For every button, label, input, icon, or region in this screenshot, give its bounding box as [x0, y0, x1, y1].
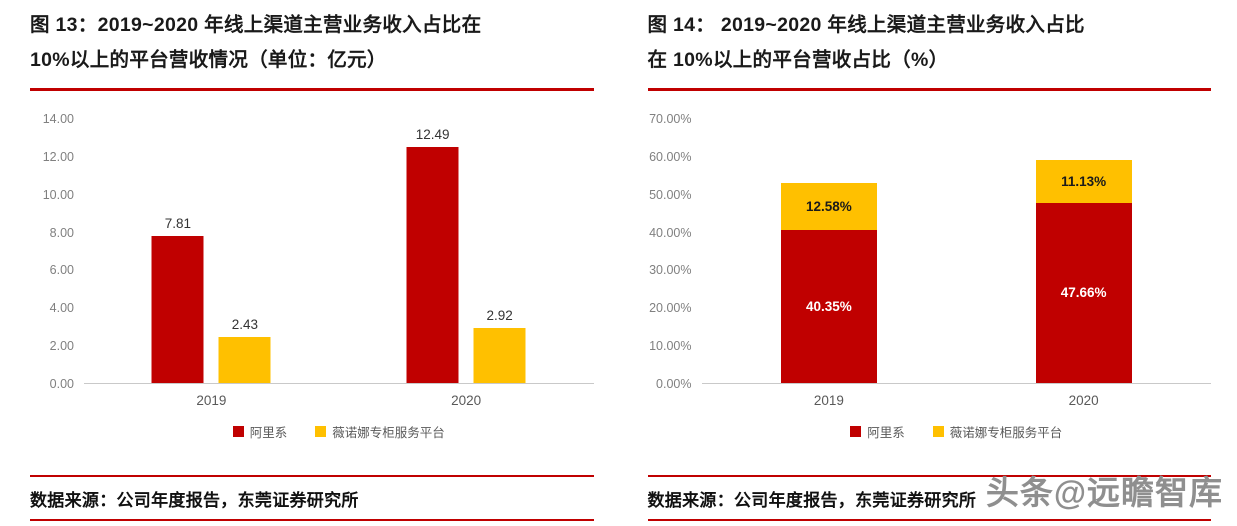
figure-13-title: 图 13：2019~2020 年线上渠道主营业务收入占比在 10%以上的平台营收… [30, 8, 594, 82]
y-tick-label: 60.00% [649, 149, 692, 164]
figure-13-source: 数据来源：公司年度报告，东莞证券研究所 [30, 490, 359, 510]
figure-13-y-axis: 0.00 2.00 4.00 6.00 8.00 10.00 12.00 14.00 [30, 112, 84, 391]
bar-segment: 12.58% [780, 182, 877, 231]
figure-14-x-axis: 2019 2020 [702, 384, 1212, 412]
legend-item: 阿里系 [850, 422, 905, 441]
y-tick-label: 6.00 [49, 263, 74, 278]
bar-segment: 11.13% [1035, 160, 1132, 203]
y-tick-label: 0.00 [49, 377, 74, 391]
stacked-bar: 40.35% 12.58% [780, 182, 877, 383]
y-tick-label: 70.00% [649, 112, 692, 126]
y-tick-label: 4.00 [49, 301, 74, 316]
figure-14-source-rule [647, 475, 1211, 477]
y-tick-label: 30.00% [649, 263, 692, 278]
figure-14-plot-row: 0.00% 10.00% 20.00% 30.00% 40.00% 50.00% 60.00… [648, 112, 1211, 391]
figure-13-title-line-1: 图 13：2019~2020 年线上渠道主营业务收入占比在 [30, 14, 482, 36]
figure-14-title-rule [647, 88, 1211, 91]
bar: 12.49 [406, 127, 459, 383]
y-tick-label: 12.00 [42, 149, 74, 164]
y-tick-label: 14.00 [42, 112, 74, 126]
figure-13-bottom-rule [30, 519, 594, 521]
figure-13-legend: 阿里系 薇诺娜专柜服务平台 [84, 422, 594, 441]
figure-13-source-rule [30, 475, 594, 477]
figure-14-plot-area: 40.35% 12.58% 47.66% 11.13% [701, 119, 1211, 384]
y-tick-label: 0.00% [656, 377, 692, 391]
y-tick-label: 10.00 [42, 187, 74, 202]
legend-label: 阿里系 [249, 426, 288, 440]
bar-segment: 40.35% [780, 230, 877, 383]
bar-value-label: 2.92 [486, 307, 513, 323]
bar-segment: 47.66% [1035, 202, 1132, 383]
figure-13-panel: 图 13：2019~2020 年线上渠道主营业务收入占比在 10%以上的平台营收… [30, 8, 594, 526]
legend-item: 薇诺娜专柜服务平台 [315, 422, 445, 441]
x-category-label: 2019 [813, 393, 844, 408]
bar-value-label: 12.49 [415, 127, 450, 143]
figure-13-title-line-2: 10%以上的平台营收情况（单位：亿元） [30, 49, 387, 71]
figure-13-x-axis: 2019 2020 [84, 384, 594, 412]
legend-item: 薇诺娜专柜服务平台 [932, 422, 1063, 441]
y-tick-label: 8.00 [49, 225, 74, 240]
figure-13-plot-area: 7.81 2.43 12.49 2.92 [84, 119, 594, 384]
legend-label: 薇诺娜专柜服务平台 [949, 426, 1063, 440]
figure-14-title-line-1: 图 14： 2019~2020 年线上渠道主营业务收入占比 [647, 14, 1085, 36]
figure-14-source: 数据来源：公司年度报告，东莞证券研究所 [647, 490, 977, 510]
legend-swatch [932, 426, 944, 437]
legend-label: 阿里系 [867, 426, 905, 440]
figure-14-title: 图 14： 2019~2020 年线上渠道主营业务收入占比 在 10%以上的平台… [648, 8, 1212, 82]
bar-value-label: 2.43 [231, 317, 259, 333]
x-category-label: 2019 [196, 393, 227, 408]
bar-value-label: 7.81 [164, 215, 192, 231]
y-tick-label: 2.00 [49, 339, 74, 354]
figure-14-bottom-rule [647, 519, 1211, 521]
figure-13-plot-row: 0.00 2.00 4.00 6.00 8.00 10.00 12.00 14.00 7.81… [30, 112, 594, 391]
y-tick-label: 40.00% [649, 225, 692, 240]
y-tick-label: 50.00% [649, 187, 692, 202]
y-tick-label: 10.00% [649, 339, 692, 354]
figure-14-y-axis: 0.00% 10.00% 20.00% 30.00% 40.00% 50.00% 60.00… [648, 112, 702, 391]
figure-13-title-rule [30, 88, 594, 91]
legend-swatch [850, 426, 862, 437]
bar: 2.92 [473, 308, 526, 383]
x-category-label: 2020 [1068, 393, 1099, 408]
figure-14-panel: 图 14： 2019~2020 年线上渠道主营业务收入占比 在 10%以上的平台… [647, 8, 1212, 526]
bar-group: 7.81 2.43 [151, 119, 271, 383]
legend-item: 阿里系 [232, 422, 288, 441]
stacked-bar: 47.66% 11.13% [1035, 160, 1132, 383]
figure-14-chart: 0.00% 10.00% 20.00% 30.00% 40.00% 50.00% 60.00… [648, 91, 1212, 475]
watermark-text: 头条@远瞻智库 [985, 474, 1223, 511]
bar-group: 12.49 2.92 [406, 119, 526, 383]
figure-14-legend: 阿里系 薇诺娜专柜服务平台 [702, 422, 1212, 441]
bar: 2.43 [218, 317, 271, 383]
legend-label: 薇诺娜专柜服务平台 [332, 426, 445, 440]
x-category-label: 2020 [451, 393, 482, 408]
figure-14-title-line-2: 在 10%以上的平台营收占比（%） [647, 49, 949, 71]
y-tick-label: 20.00% [649, 301, 692, 316]
figure-13-chart: 0.00 2.00 4.00 6.00 8.00 10.00 12.00 14.00 7.81… [30, 91, 594, 475]
legend-swatch [232, 426, 244, 437]
legend-swatch [315, 426, 327, 437]
bar: 7.81 [151, 216, 204, 383]
